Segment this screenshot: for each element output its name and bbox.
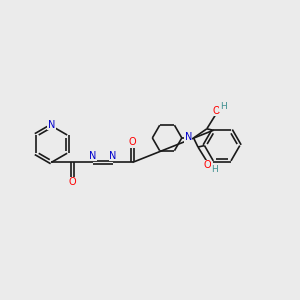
Text: N: N (48, 120, 55, 130)
Text: O: O (129, 137, 136, 147)
Text: O: O (69, 177, 76, 188)
Text: N: N (184, 132, 192, 142)
Text: N: N (89, 151, 97, 161)
Text: H: H (211, 165, 218, 174)
Text: O: O (204, 160, 212, 170)
Text: O: O (213, 106, 220, 116)
Text: H: H (220, 102, 227, 111)
Text: N: N (109, 151, 117, 161)
